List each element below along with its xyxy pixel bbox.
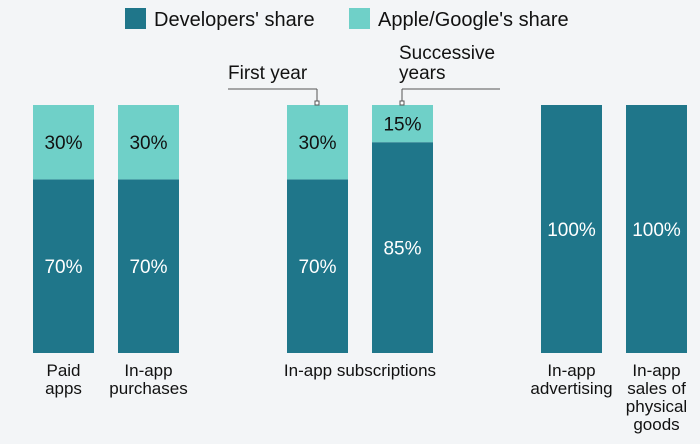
x-axis-labels: PaidappsIn-apppurchasesIn-appadvertising… — [45, 361, 687, 434]
legend: Developers' share Apple/Google's share — [125, 8, 569, 31]
bar-label-platform-0: 30% — [44, 133, 82, 154]
callout-marker-0 — [314, 100, 320, 106]
callout-marker-1 — [399, 100, 405, 106]
legend-label-developers: Developers' share — [154, 9, 315, 31]
bar-developers-3 — [372, 142, 433, 353]
legend-label-platform: Apple/Google's share — [378, 9, 569, 31]
bar-label-developers-1: 70% — [129, 257, 167, 278]
category-label-5-line-3: goods — [633, 415, 679, 434]
category-label-4-line-1: advertising — [530, 379, 612, 398]
category-label-5-line-2: physical — [626, 397, 687, 416]
bar-developers-2 — [287, 179, 348, 353]
bar-platform-0 — [33, 105, 94, 180]
bar-label-developers-2: 70% — [298, 257, 336, 278]
category-label-1-line-0: In-app — [124, 361, 172, 380]
callout-text-1-line-1: years — [399, 63, 445, 84]
bar-label-platform-3: 15% — [383, 115, 421, 136]
callout-text-0-line-0: First year — [228, 63, 308, 84]
bar-label-developers-0: 70% — [44, 257, 82, 278]
legend-swatch-platform — [349, 8, 370, 29]
bars: 70% 30% 70% 30% 70% 30% 85% 15% 100% 100% — [33, 105, 687, 353]
category-label-1-line-1: purchases — [109, 379, 187, 398]
category-label-5-line-1: sales of — [627, 379, 686, 398]
group-label-0: In-app subscriptions — [284, 361, 436, 380]
bar-developers-0 — [33, 179, 94, 353]
bar-developers-5 — [626, 105, 687, 353]
callout-text-1-line-0: Successive — [399, 43, 495, 64]
bar-label-developers-4: 100% — [547, 220, 596, 241]
category-label-0-line-0: Paid — [46, 361, 80, 380]
bar-developers-4 — [541, 105, 602, 353]
bar-label-developers-5: 100% — [632, 220, 681, 241]
legend-swatch-developers — [125, 8, 146, 29]
bar-label-platform-1: 30% — [129, 133, 167, 154]
bar-platform-3 — [372, 105, 433, 143]
category-label-4-line-0: In-app — [547, 361, 595, 380]
bar-platform-1 — [118, 105, 179, 180]
bar-label-developers-3: 85% — [383, 239, 421, 260]
category-label-5-line-0: In-app — [632, 361, 680, 380]
bar-platform-2 — [287, 105, 348, 180]
bar-label-platform-2: 30% — [298, 133, 336, 154]
category-label-0-line-1: apps — [45, 379, 82, 398]
bar-developers-1 — [118, 179, 179, 353]
